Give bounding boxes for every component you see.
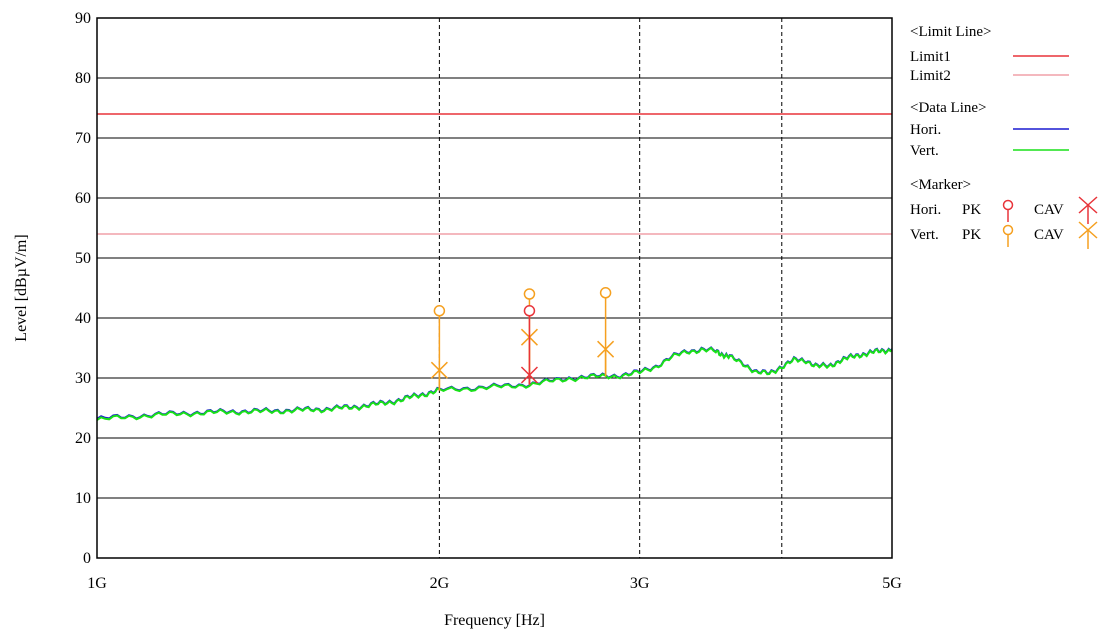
marker-cross xyxy=(430,361,448,379)
marker-vert-cav xyxy=(597,340,615,377)
x-tick-labels: 1G 2G 3G 5G xyxy=(87,575,902,592)
marker-hori-pk xyxy=(523,305,536,385)
limit-lines xyxy=(97,113,892,235)
grid xyxy=(97,17,892,559)
markers xyxy=(430,287,615,391)
legend-data-header: <Data Line> xyxy=(910,100,986,116)
y-tick-label: 80 xyxy=(75,70,91,87)
y-tick-label: 90 xyxy=(75,10,91,27)
x-tick-label: 1G xyxy=(87,575,107,592)
series-line-vert xyxy=(96,346,893,421)
y-tick-label: 50 xyxy=(75,250,91,267)
legend-pk-symbol xyxy=(1002,224,1014,236)
y-tick-label: 0 xyxy=(83,550,91,567)
plot-frame xyxy=(96,17,893,559)
legend-marker-header: <Marker> xyxy=(910,177,971,193)
legend-pk-symbol xyxy=(1002,199,1014,211)
y-tick-label: 40 xyxy=(75,310,91,327)
legend-marker-pk-label: PK xyxy=(962,202,981,218)
y-tick-label: 10 xyxy=(75,490,91,507)
data-lines xyxy=(96,346,893,421)
y-tick-label: 60 xyxy=(75,190,91,207)
x-axis-title: Frequency [Hz] xyxy=(444,612,545,629)
legend-marker-cav-label: CAV xyxy=(1034,227,1064,243)
x-tick-label: 5G xyxy=(882,575,902,592)
marker-cross xyxy=(597,340,615,358)
series-line-hori xyxy=(96,346,893,420)
marker-circle xyxy=(433,305,446,317)
marker-circle xyxy=(599,287,612,299)
marker-vert-cav xyxy=(430,361,448,391)
marker-cross xyxy=(520,366,538,384)
legend-marker-pk-label: PK xyxy=(962,227,981,243)
y-tick-label: 30 xyxy=(75,370,91,387)
y-tick-label: 70 xyxy=(75,130,91,147)
legend-limit-label: Limit2 xyxy=(910,68,951,84)
legend-series-label: Hori. xyxy=(910,122,941,138)
marker-hori-cav xyxy=(520,366,538,385)
x-tick-label: 2G xyxy=(430,575,450,592)
legend-marker-cav-label: CAV xyxy=(1034,202,1064,218)
y-axis-title: Level [dBµV/m] xyxy=(13,234,30,341)
legend-limit-label: Limit1 xyxy=(910,49,951,65)
legend-marker-series-label: Vert. xyxy=(910,227,939,243)
legend-limit-header: <Limit Line> xyxy=(910,24,992,40)
marker-circle xyxy=(523,288,536,300)
legend-series-label: Vert. xyxy=(910,143,939,159)
legend: <Limit Line> Limit1 Limit2 <Data Line> Hori.… xyxy=(910,24,1098,249)
legend-marker-series-label: Hori. xyxy=(910,202,941,218)
y-tick-labels: 0 10 20 30 40 50 60 70 80 90 xyxy=(75,10,91,567)
y-tick-label: 20 xyxy=(75,430,91,447)
marker-circle xyxy=(523,305,536,317)
x-tick-label: 3G xyxy=(630,575,650,592)
